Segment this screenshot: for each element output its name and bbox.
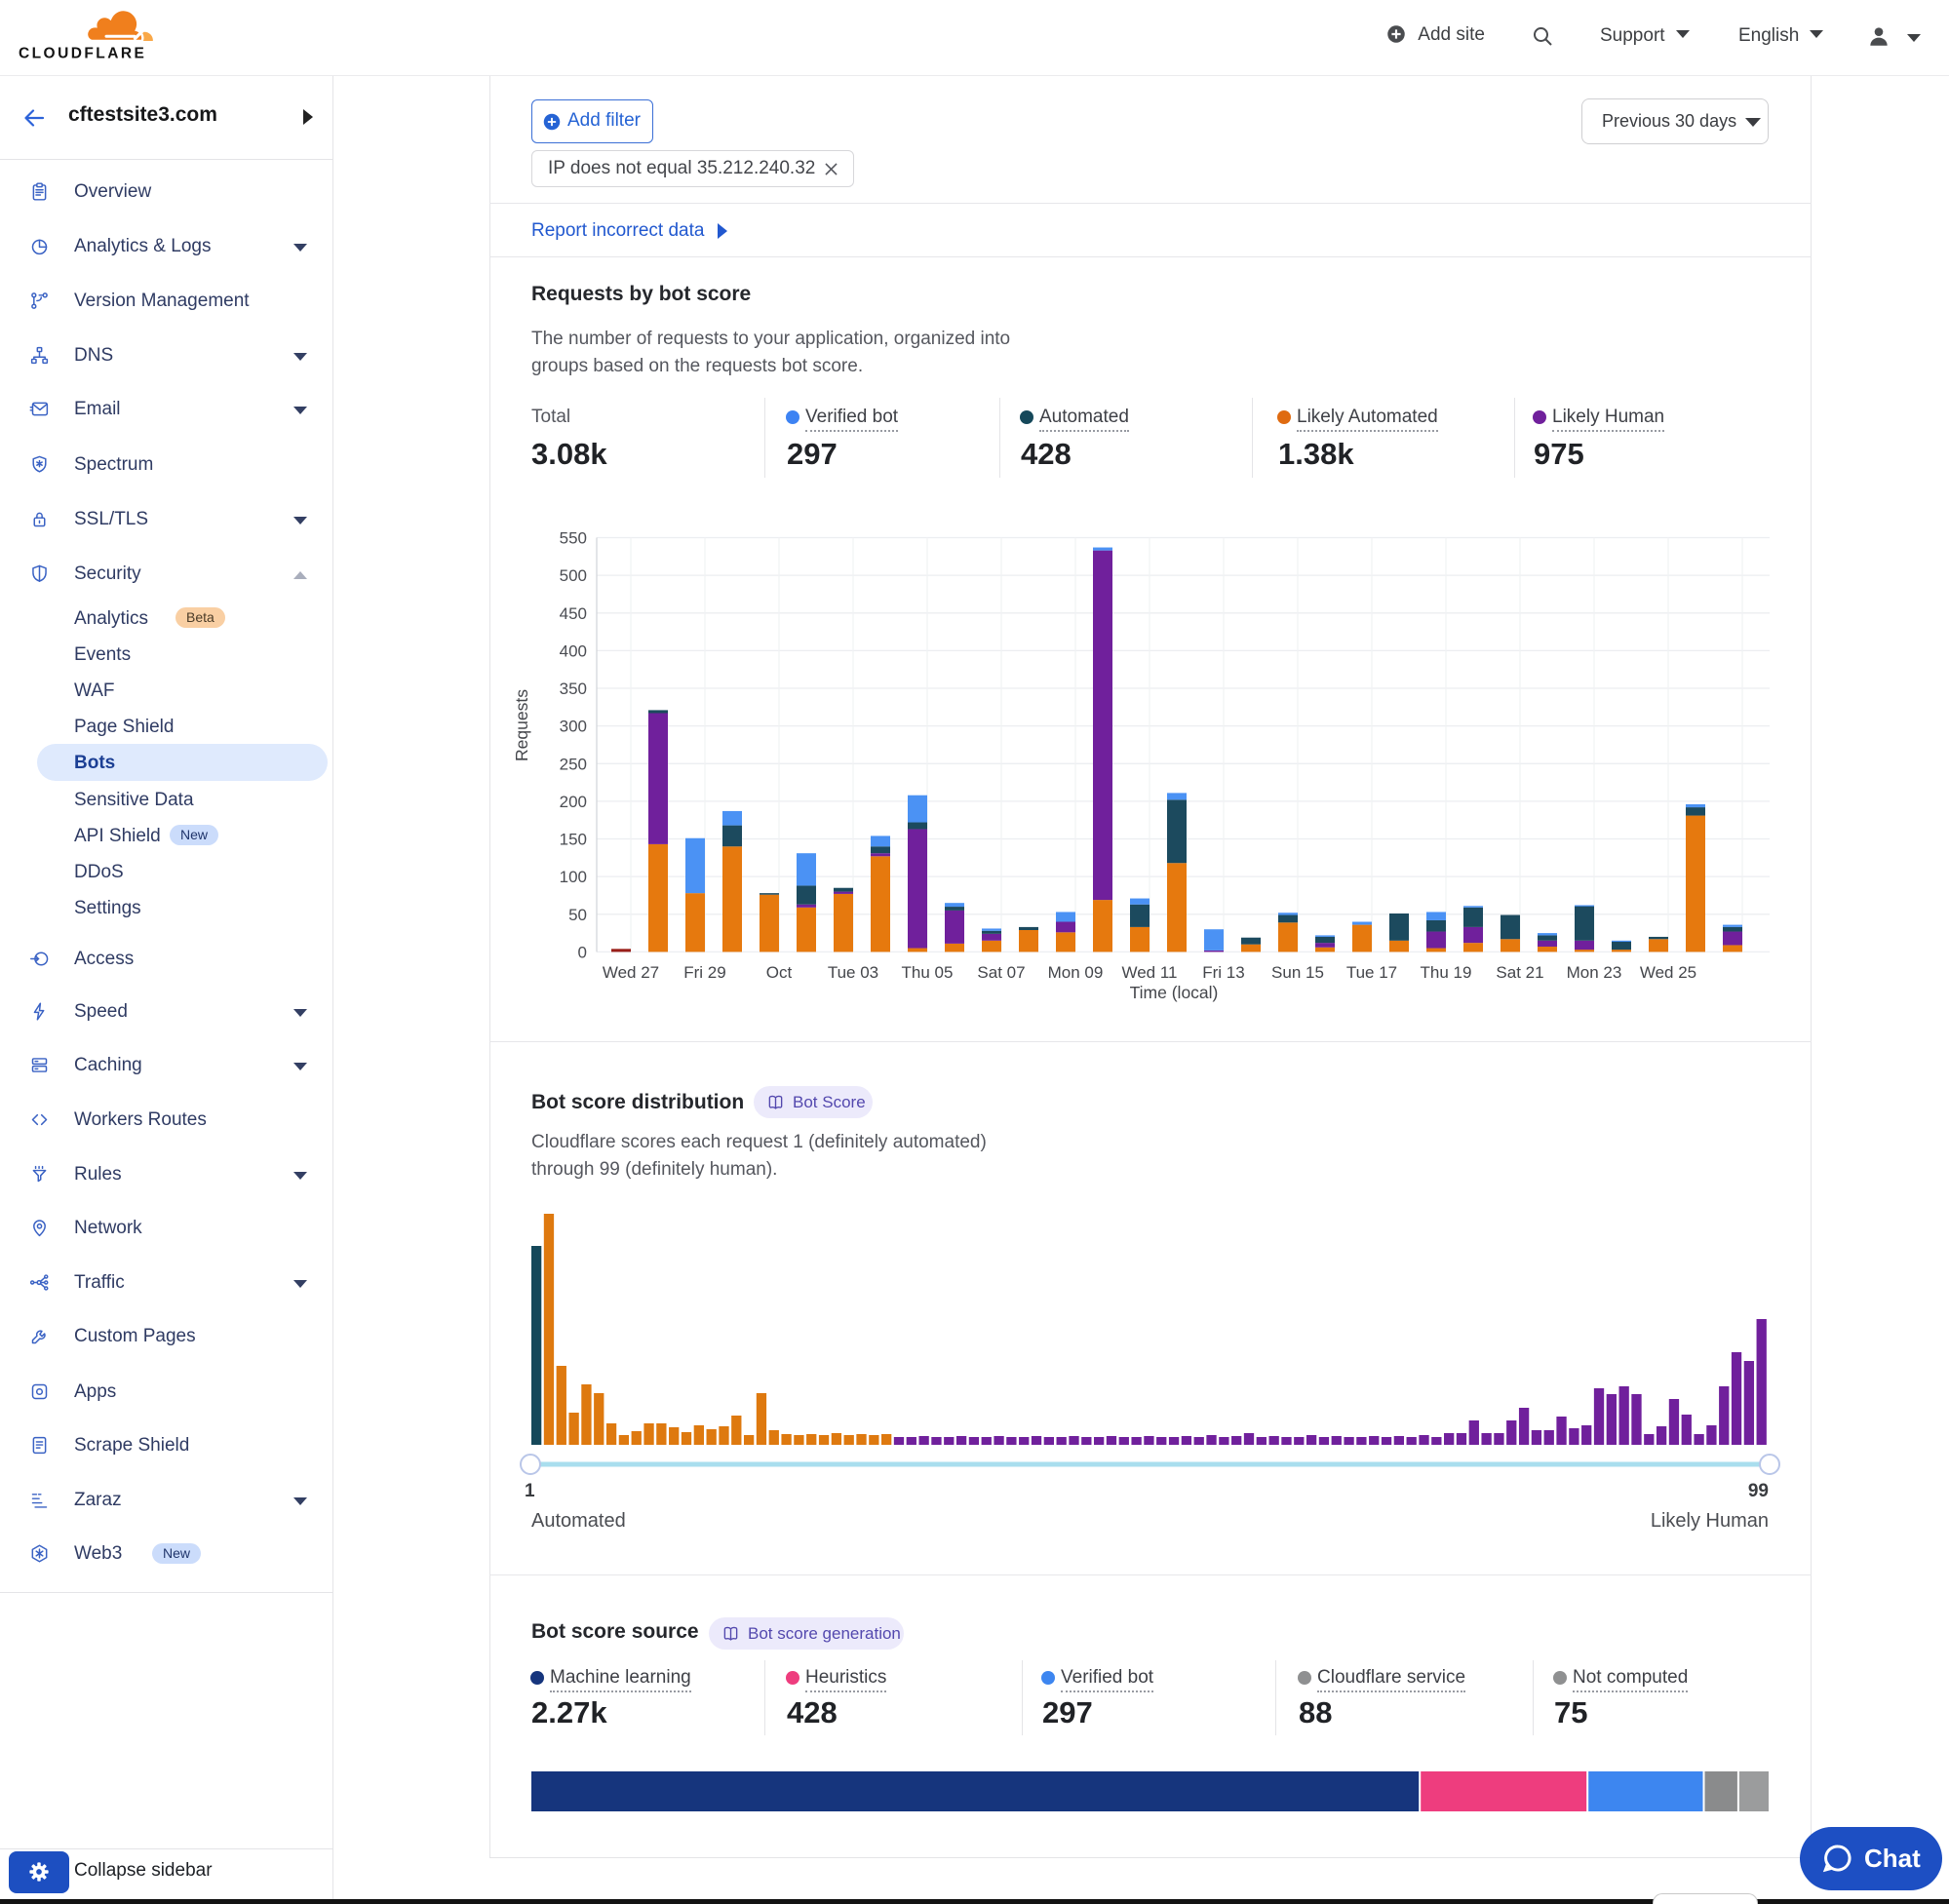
svg-text:550: 550 bbox=[560, 529, 587, 548]
svg-text:Wed 11: Wed 11 bbox=[1121, 963, 1177, 982]
svg-text:200: 200 bbox=[560, 793, 587, 811]
svg-text:50: 50 bbox=[568, 906, 587, 924]
svg-text:450: 450 bbox=[560, 604, 587, 623]
svg-text:Sat 21: Sat 21 bbox=[1496, 963, 1543, 982]
svg-text:Thu 05: Thu 05 bbox=[902, 963, 954, 982]
svg-text:CLOUDFLARE: CLOUDFLARE bbox=[19, 46, 146, 62]
svg-text:350: 350 bbox=[560, 680, 587, 698]
svg-text:300: 300 bbox=[560, 718, 587, 736]
svg-text:0: 0 bbox=[578, 943, 587, 961]
svg-text:Oct: Oct bbox=[766, 963, 793, 982]
svg-text:Tue 17: Tue 17 bbox=[1346, 963, 1397, 982]
svg-text:Thu 19: Thu 19 bbox=[1421, 963, 1472, 982]
svg-text:150: 150 bbox=[560, 831, 587, 849]
svg-text:250: 250 bbox=[560, 755, 587, 773]
svg-text:Mon 09: Mon 09 bbox=[1048, 963, 1104, 982]
svg-text:Mon 23: Mon 23 bbox=[1567, 963, 1622, 982]
svg-text:100: 100 bbox=[560, 868, 587, 886]
svg-text:Wed 27: Wed 27 bbox=[603, 963, 659, 982]
svg-text:500: 500 bbox=[560, 566, 587, 585]
svg-text:Fri 13: Fri 13 bbox=[1202, 963, 1244, 982]
svg-text:Sat 07: Sat 07 bbox=[977, 963, 1025, 982]
svg-text:400: 400 bbox=[560, 641, 587, 660]
svg-text:Sun 15: Sun 15 bbox=[1271, 963, 1324, 982]
svg-text:Time (local): Time (local) bbox=[1130, 983, 1219, 1002]
svg-text:Fri 29: Fri 29 bbox=[683, 963, 725, 982]
svg-text:Tue 03: Tue 03 bbox=[828, 963, 878, 982]
svg-text:Requests: Requests bbox=[512, 689, 531, 761]
svg-text:Wed 25: Wed 25 bbox=[1640, 963, 1696, 982]
